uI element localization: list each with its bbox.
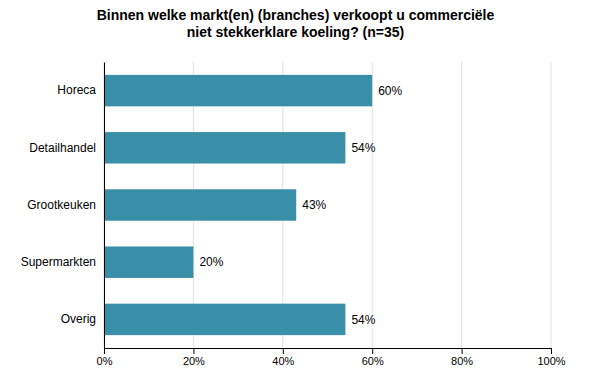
y-tick: Supermarkten [21,255,104,269]
value-labels: 60% 54% 43% 20% 54% [199,84,402,327]
y-tick: Horeca [57,83,104,97]
y-tick: Detailhandel [29,141,104,155]
x-tick: 80% [451,348,473,367]
value-label: 60% [378,84,402,98]
x-tick-mark [462,348,463,354]
bar [104,304,345,335]
x-tick-label: 60% [362,355,384,367]
bars [104,75,372,335]
y-tick-label: Grootkeuken [27,198,96,212]
title-line: Binnen welke markt(en) (branches) verkoo… [97,7,495,23]
x-tick: 40% [272,348,294,367]
chart: Binnen welke markt(en) (branches) verkoo… [0,0,591,382]
y-tick: Overig [61,312,104,326]
bar [104,75,372,106]
x-tick-mark [104,348,105,354]
y-tick-label: Detailhandel [29,141,96,155]
plot: 0% 20% 40% 60% 80% 100% Horeca Detailhandel Groo… [21,62,566,367]
x-tick-label: 100% [537,355,565,367]
y-axis-line [104,63,105,349]
bar [104,189,296,220]
grid-line [461,62,462,348]
y-axis: Horeca Detailhandel Grootkeuken Supermarkte… [21,63,105,349]
grid-line [551,62,552,348]
x-tick: 60% [362,348,384,367]
y-tick-label: Horeca [57,83,96,97]
y-tick: Grootkeuken [27,198,104,212]
y-tick-label: Overig [61,312,96,326]
value-label: 54% [351,313,375,327]
bar [104,132,345,163]
x-tick: 20% [183,348,205,367]
bar [104,246,193,277]
grid-line [104,62,105,348]
y-tick-label: Supermarkten [21,255,96,269]
title: Binnen welke markt(en) (branches) verkoo… [97,7,495,40]
grid [104,62,551,348]
x-tick-label: 40% [272,355,294,367]
x-tick: 100% [537,348,565,367]
x-tick: 0% [97,348,113,367]
x-tick-mark [283,348,284,354]
x-axis: 0% 20% 40% 60% 80% 100% [97,348,566,367]
value-label: 54% [351,141,375,155]
x-tick-mark [193,348,194,354]
title-line: niet stekkerklare koeling? (n=35) [187,24,404,40]
x-tick-mark [551,348,552,354]
value-label: 20% [199,255,223,269]
x-tick-label: 0% [97,355,113,367]
value-label: 43% [302,198,326,212]
x-tick-mark [372,348,373,354]
x-axis-line [105,349,552,355]
x-tick-label: 80% [451,355,473,367]
x-tick-label: 20% [183,355,205,367]
